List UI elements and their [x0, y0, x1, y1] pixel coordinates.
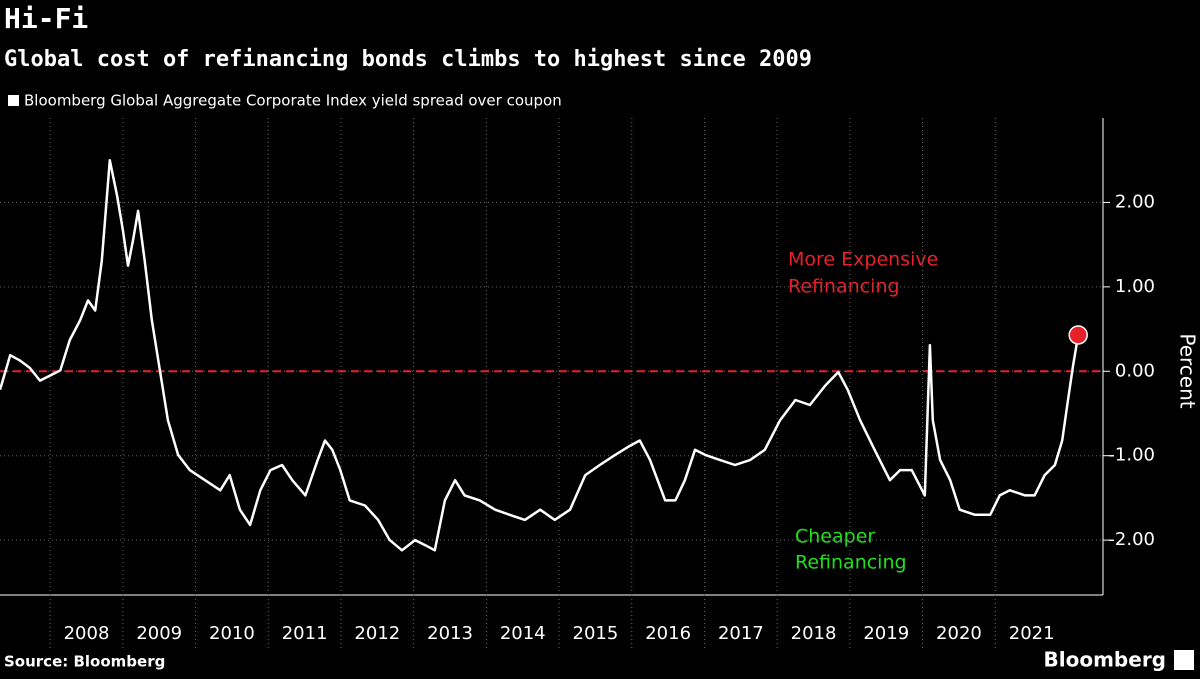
chart-subtitle: Global cost of refinancing bonds climbs … — [4, 47, 812, 72]
y-tick-label: 2.00 — [1115, 191, 1155, 212]
x-tick-label: 2016 — [645, 623, 691, 644]
highlight-point — [1068, 325, 1088, 345]
y-tick-label: 1.00 — [1115, 276, 1155, 297]
x-tick-label: 2008 — [64, 623, 110, 644]
x-tick-label: 2009 — [136, 623, 182, 644]
x-tick-label: 2017 — [718, 623, 764, 644]
y-tick-label: -2.00 — [1108, 529, 1155, 550]
y-tick-label: -1.00 — [1108, 445, 1155, 466]
line-series — [0, 158, 1080, 552]
annotation: More Expensive — [788, 249, 938, 271]
annotation: Refinancing — [795, 552, 907, 574]
x-tick-label: 2011 — [282, 623, 328, 644]
y-tick-label: 0.00 — [1115, 360, 1155, 381]
legend-swatch — [8, 95, 19, 106]
x-tick-label: 2013 — [427, 623, 473, 644]
x-tick-label: 2020 — [936, 623, 982, 644]
x-tick-label: 2014 — [500, 623, 546, 644]
y-axis-label: Percent — [1176, 333, 1200, 408]
brand: Bloomberg — [1044, 648, 1166, 672]
x-tick-label: 2015 — [573, 623, 619, 644]
x-tick-label: 2012 — [354, 623, 400, 644]
x-tick-label: 2021 — [1009, 623, 1055, 644]
annotation: Cheaper — [795, 526, 875, 548]
chart-title: Hi-Fi — [4, 2, 88, 35]
source: Source: Bloomberg — [4, 653, 165, 671]
annotation: Refinancing — [788, 276, 900, 298]
x-tick-label: 2010 — [209, 623, 255, 644]
x-tick-label: 2018 — [791, 623, 837, 644]
brand-icon — [1174, 650, 1194, 670]
x-tick-label: 2019 — [863, 623, 909, 644]
legend-label: Bloomberg Global Aggregate Corporate Ind… — [24, 92, 562, 110]
